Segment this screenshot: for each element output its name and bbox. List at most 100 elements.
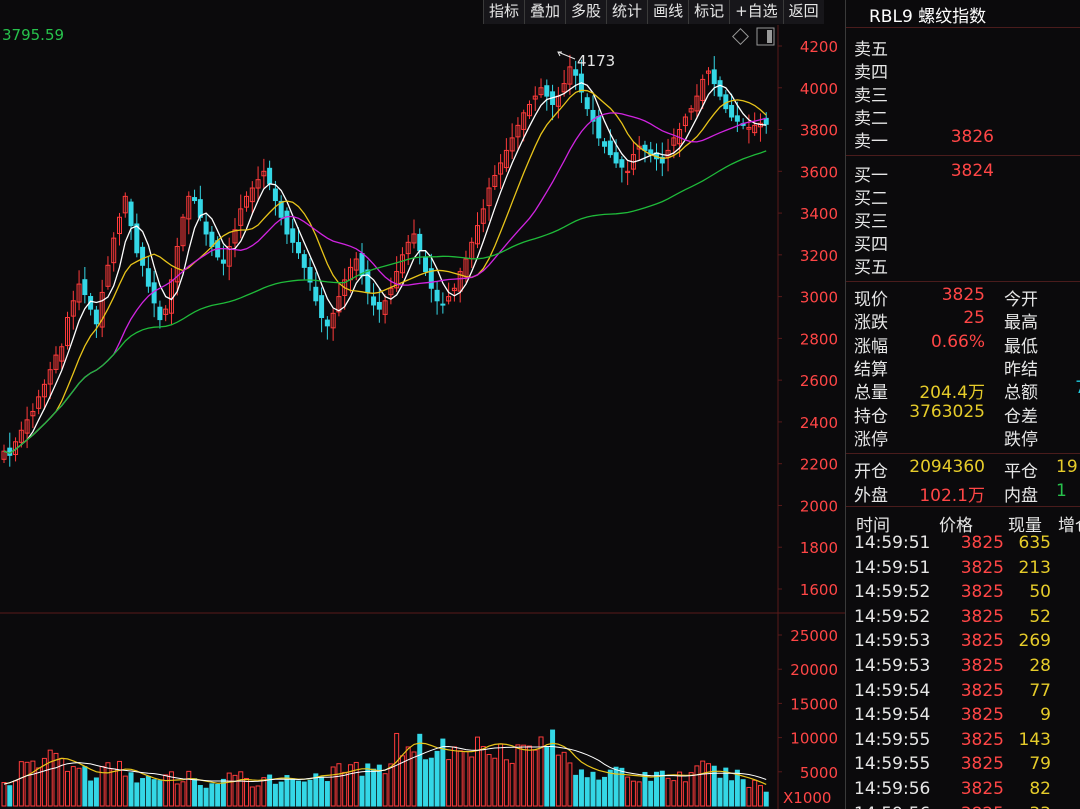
ticks-header-price: 价格 — [939, 516, 973, 536]
volume-bar — [654, 771, 660, 807]
tick-row[interactable]: 14:59:54 3825 77-1 — [854, 681, 1080, 705]
window-toggle-icon[interactable] — [756, 27, 775, 46]
volume-bar — [134, 782, 140, 807]
volume-bar — [209, 783, 215, 807]
volume-bar — [70, 766, 76, 807]
candle-body — [752, 124, 758, 134]
tick-row[interactable]: 14:59:56 3825 82-2 — [854, 779, 1080, 803]
candle-body — [642, 144, 648, 151]
toolbar-button-7[interactable]: 返回 — [782, 0, 824, 24]
tick-row[interactable]: 14:59:52 3825 50 — [854, 582, 1080, 606]
kline-chart[interactable]: 4200 4000 3800 3600 3400 3200 3000 2800 2600 2400… — [0, 0, 845, 809]
tick-volume: 79 — [1029, 754, 1051, 775]
volume-bar — [619, 767, 625, 807]
toolbar-button-3[interactable]: 统计 — [606, 0, 648, 24]
candle-body — [319, 295, 325, 318]
volume-bar — [451, 746, 457, 807]
toolbar-button-4[interactable]: 画线 — [647, 0, 689, 24]
toolbar-button-6[interactable]: +自选 — [729, 0, 783, 24]
volume-bar — [359, 775, 365, 807]
oi-label: 开仓 — [854, 462, 888, 482]
volume-bar — [763, 791, 769, 807]
candle-body — [76, 283, 82, 303]
volume-bar — [596, 779, 602, 807]
tick-row[interactable]: 14:59:51 3825 21315 — [854, 558, 1080, 582]
oi-value: 2094360 — [909, 457, 985, 477]
tick-row[interactable]: 14:59:53 3825 269-13 — [854, 631, 1080, 655]
tick-row[interactable]: 14:59:52 3825 52- — [854, 607, 1080, 631]
tick-row[interactable]: 14:59:53 3825 28-2 — [854, 656, 1080, 680]
tick-volume: 269 — [1018, 631, 1051, 652]
tick-row[interactable]: 14:59:55 3825 79-5 — [854, 754, 1080, 778]
quote-label: 仓差 — [1004, 406, 1038, 427]
volume-bar — [180, 781, 186, 807]
volume-bar — [244, 777, 250, 807]
quote-label: 最低 — [1004, 336, 1038, 357]
tick-row[interactable]: 14:59:51 3825 63516 — [854, 533, 1080, 557]
volume-bar — [630, 780, 636, 807]
tick-time: 14:59:52 — [854, 582, 931, 603]
candle-body — [284, 210, 290, 235]
tick-row[interactable]: 14:59:56382533 — [854, 804, 1080, 809]
tick-time: 14:59:53 — [854, 631, 931, 652]
volume-bar — [249, 786, 255, 807]
volume-bar — [503, 759, 509, 807]
candle-body — [249, 187, 255, 203]
tick-volume: 143 — [1018, 729, 1051, 750]
candle-body — [480, 208, 486, 224]
volume-bar — [717, 777, 723, 807]
candle-body — [694, 95, 700, 112]
toolbar-button-1[interactable]: 叠加 — [524, 0, 566, 24]
volume-bar — [648, 780, 654, 807]
candle-body — [116, 216, 122, 235]
candle-body — [515, 124, 521, 138]
candle-body — [763, 117, 769, 125]
candle-body — [180, 216, 186, 247]
volume-bar — [163, 774, 169, 807]
candle-body — [399, 254, 405, 274]
candle-body — [272, 188, 278, 202]
tick-change: - — [1054, 705, 1080, 725]
volume-bar — [550, 729, 556, 807]
buy-level-price: 3824 — [950, 161, 994, 181]
diamond-icon[interactable] — [732, 28, 749, 45]
candle-body — [376, 301, 382, 310]
toolbar-button-2[interactable]: 多股 — [565, 0, 607, 24]
quote-label: 昨结 — [1004, 359, 1038, 380]
tick-change: -1 — [1054, 681, 1080, 701]
volume-bar — [573, 774, 579, 807]
candle-body — [59, 346, 65, 362]
tick-change: -13 — [1054, 631, 1080, 651]
candle-body — [521, 112, 527, 130]
tick-row[interactable]: 14:59:54 3825 9- — [854, 705, 1080, 729]
quote-label: 总量 — [854, 383, 888, 404]
candle-body — [538, 87, 544, 96]
volume-bar — [53, 752, 59, 807]
candle-body — [544, 85, 550, 97]
tick-row[interactable]: 14:59:55 3825 143-5 — [854, 730, 1080, 754]
tick-time: 14:59:56 — [854, 779, 931, 799]
tick-time: 14:59:55 — [854, 754, 931, 775]
tick-change: -2 — [1054, 656, 1080, 676]
volume-bar — [307, 779, 313, 807]
volume-bar — [330, 766, 336, 807]
volume-bar — [238, 771, 244, 807]
candle-body — [700, 78, 706, 102]
volume-bar — [301, 781, 307, 807]
ma60-line — [3, 150, 767, 455]
volume-bar — [76, 767, 82, 807]
volume-bar — [295, 780, 301, 807]
candle-body — [451, 287, 457, 292]
tick-change: 16 — [1054, 533, 1080, 553]
volume-bar — [740, 779, 746, 807]
candle-body — [434, 289, 440, 302]
candle-body — [140, 246, 146, 266]
divider — [846, 506, 1080, 507]
toolbar-button-5[interactable]: 标记 — [688, 0, 730, 24]
toolbar-button-0[interactable]: 指标 — [483, 0, 525, 24]
candle-body — [388, 287, 394, 296]
candle-body — [295, 242, 301, 254]
candle-body — [596, 115, 602, 139]
candle-body — [226, 245, 232, 267]
candle-body — [446, 296, 452, 302]
